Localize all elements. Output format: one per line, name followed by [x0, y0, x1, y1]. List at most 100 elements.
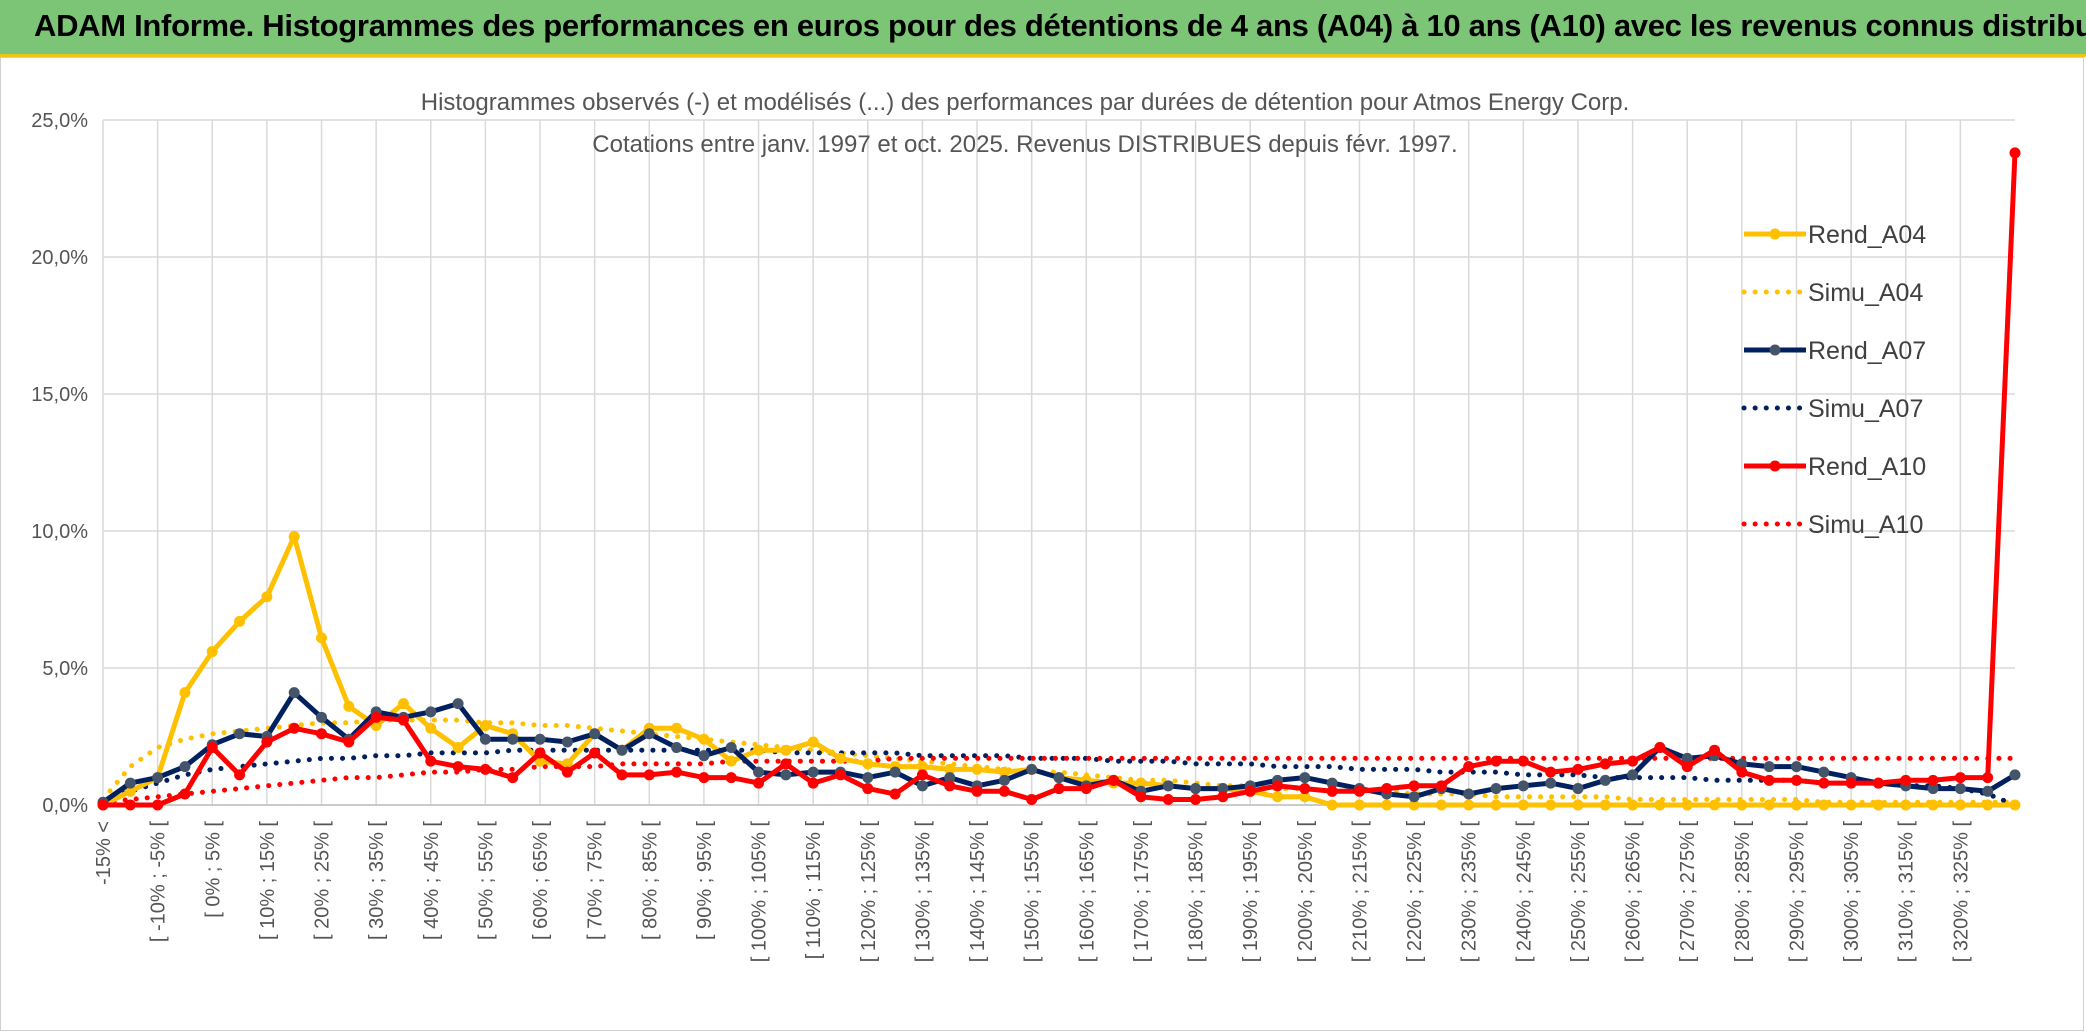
- data-point: [1763, 799, 1775, 811]
- data-point: [397, 714, 409, 726]
- report-header: ADAM Informe. Histogrammes des performan…: [0, 0, 2086, 57]
- data-point: [1463, 788, 1475, 800]
- x-tick-label: [ 10% ; 15% [: [257, 821, 279, 940]
- data-point: [698, 772, 710, 784]
- data-point: [1545, 799, 1557, 811]
- x-tick-label: [ 160% ; 165% [: [1076, 821, 1098, 963]
- data-point: [1982, 772, 1994, 784]
- x-tick-label: [ 320% ; 325% [: [1950, 821, 1972, 963]
- data-point: [179, 687, 191, 699]
- data-point: [1108, 774, 1120, 786]
- data-point: [916, 761, 928, 773]
- data-point: [316, 728, 328, 740]
- data-point: [152, 799, 164, 811]
- data-point: [1927, 774, 1939, 786]
- data-point: [944, 780, 956, 792]
- data-point: [1272, 791, 1284, 803]
- data-point: [1654, 741, 1666, 753]
- data-point: [1872, 777, 1884, 789]
- series-rend-a04: [97, 530, 2021, 811]
- x-tick-label: [ 230% ; 235% [: [1459, 821, 1481, 963]
- data-point: [1927, 783, 1939, 795]
- data-point: [1545, 777, 1557, 789]
- data-point: [998, 785, 1010, 797]
- legend-item: Simu_A10: [1741, 511, 1923, 539]
- data-point: [944, 772, 956, 784]
- y-tick-label: 15,0%: [31, 384, 88, 406]
- data-point: [1709, 744, 1721, 756]
- data-point: [807, 766, 819, 778]
- data-point: [1299, 783, 1311, 795]
- data-point: [1900, 774, 1912, 786]
- y-tick-label: 10,0%: [31, 521, 88, 543]
- data-point: [1135, 791, 1147, 803]
- legend: Rend_A04 Simu_A04 Rend_A07 Simu_A07 Rend_A10…: [1741, 221, 1926, 539]
- data-point: [1599, 774, 1611, 786]
- legend-item: Rend_A07: [1744, 337, 1926, 365]
- data-point: [1381, 799, 1393, 811]
- data-point: [316, 711, 328, 723]
- data-point: [288, 530, 300, 542]
- data-point: [124, 785, 136, 797]
- x-tick-label: [ 200% ; 205% [: [1295, 821, 1317, 963]
- y-axis-ticks: 0,0% 5,0% 10,0% 15,0% 20,0% 25,0%: [31, 110, 88, 817]
- data-point: [1326, 777, 1338, 789]
- data-point: [671, 722, 683, 734]
- data-point: [1627, 755, 1639, 767]
- data-point: [261, 591, 273, 603]
- data-point: [1244, 785, 1256, 797]
- data-point: [206, 646, 218, 658]
- data-point: [1927, 799, 1939, 811]
- data-point: [1790, 774, 1802, 786]
- x-tick-label: [ 180% ; 185% [: [1186, 821, 1208, 963]
- data-point: [780, 744, 792, 756]
- y-tick-label: 25,0%: [31, 110, 88, 132]
- data-point: [1217, 783, 1229, 795]
- data-point: [316, 632, 328, 644]
- legend-item: Rend_A04: [1744, 221, 1926, 249]
- data-point: [1763, 761, 1775, 773]
- data-point: [534, 733, 546, 745]
- data-point: [1217, 791, 1229, 803]
- data-point: [1080, 783, 1092, 795]
- x-tick-label: [ 140% ; 145% [: [967, 821, 989, 963]
- data-point: [1736, 766, 1748, 778]
- data-point: [1190, 783, 1202, 795]
- data-point: [397, 698, 409, 710]
- legend-marker: [1769, 228, 1781, 240]
- x-tick-label: [ 110% ; 115% [: [803, 821, 825, 960]
- data-point: [1517, 780, 1529, 792]
- x-tick-label: [ 50% ; 55% [: [475, 821, 497, 940]
- chart-title-line1: Histogrammes observés (-) et modélisés (…: [421, 89, 1630, 116]
- data-point: [234, 728, 246, 740]
- data-point: [288, 687, 300, 699]
- x-tick-label: [ 0% ; 5% [: [202, 821, 224, 918]
- data-point: [616, 769, 628, 781]
- data-point: [753, 744, 765, 756]
- data-point: [1326, 785, 1338, 797]
- data-point: [261, 736, 273, 748]
- data-point: [370, 711, 382, 723]
- data-point: [1490, 755, 1502, 767]
- data-point: [1900, 799, 1912, 811]
- data-point: [1408, 799, 1420, 811]
- data-point: [1790, 799, 1802, 811]
- data-point: [643, 769, 655, 781]
- legend-label: Rend_A10: [1808, 453, 1926, 481]
- data-point: [753, 766, 765, 778]
- data-point: [1818, 777, 1830, 789]
- data-point: [1162, 794, 1174, 806]
- data-point: [179, 761, 191, 773]
- data-point: [1272, 780, 1284, 792]
- data-point: [1654, 799, 1666, 811]
- x-tick-label: [ 250% ; 255% [: [1568, 821, 1590, 963]
- y-tick-label: 0,0%: [42, 795, 88, 817]
- data-point: [998, 774, 1010, 786]
- data-point: [834, 752, 846, 764]
- data-point: [807, 736, 819, 748]
- data-point: [97, 799, 109, 811]
- x-tick-label: [ 170% ; 175% [: [1131, 821, 1153, 963]
- data-point: [425, 722, 437, 734]
- data-point: [971, 785, 983, 797]
- data-point: [671, 766, 683, 778]
